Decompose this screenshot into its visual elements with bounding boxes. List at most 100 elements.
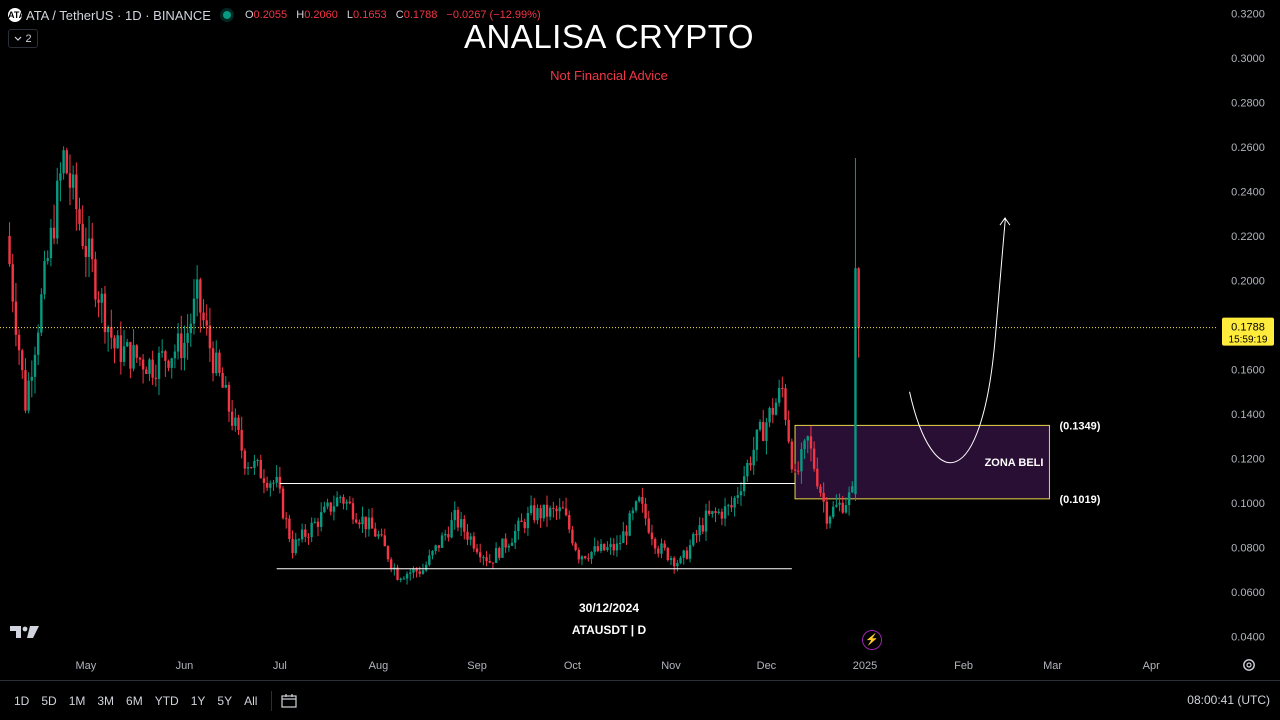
chevron-down-icon [15,36,22,41]
candle-body [110,327,113,338]
candle-body [208,325,212,349]
candle-body [183,342,186,359]
candle-body [781,388,784,390]
candle-body [351,503,355,520]
candle-body [587,558,590,560]
candle-body [765,422,768,441]
candle-body [24,370,27,411]
candle-body [609,544,612,548]
candle-body [494,548,498,563]
candle-body [797,470,800,472]
candle-body [304,529,307,537]
range-3m[interactable]: 3M [97,693,115,708]
candle-body [644,503,647,519]
candle-body [307,536,310,538]
candle-body [234,417,237,426]
candle-body [256,460,259,462]
candle-body [402,578,406,580]
candle-body [278,476,282,489]
candle-body [475,548,479,553]
candle-body [583,556,587,559]
candle-body [49,227,53,259]
range-1d[interactable]: 1D [14,693,30,708]
candle-body [81,223,84,247]
candle-body [593,546,596,552]
candle-body [717,511,720,513]
symbol-logo-icon: ATA [8,8,26,22]
indicators-toggle[interactable]: 2 [8,29,38,48]
candle-body [513,531,517,543]
range-1y[interactable]: 1Y [190,693,206,708]
y-tick-label: 0.3200 [1231,8,1265,20]
candle-body [119,335,123,362]
candle-body [819,486,822,493]
candle-body [561,507,565,509]
gear-icon[interactable] [1242,658,1256,672]
candle-body [501,538,504,558]
candle-body [160,351,164,353]
candle-body [615,543,619,551]
candle-body [59,173,62,181]
candle-body [399,578,402,580]
bar-countdown: 15:59:19 [1229,335,1268,346]
zone-top-label: (0.1349) [1059,420,1100,432]
candle-body [393,567,396,569]
range-5d[interactable]: 5D [41,693,57,708]
candle-body [520,520,523,523]
candle-body [548,507,552,517]
candle-body [21,350,24,371]
range-5y[interactable]: 5Y [217,693,233,708]
tradingview-logo-icon[interactable] [10,624,40,640]
candle-body [688,545,692,559]
candle-body [485,557,488,562]
candle-body [227,384,231,412]
range-1m[interactable]: 1M [68,693,86,708]
candle-body [695,533,698,536]
candle-body [571,529,574,544]
candle-body [618,542,622,544]
candle-body [62,150,65,174]
candle-body [46,258,49,262]
range-6m[interactable]: 6M [126,693,143,708]
candle-body [663,543,666,548]
candle-body [8,235,11,265]
candle-body [723,506,727,519]
lightning-icon[interactable]: ⚡ [862,630,882,650]
candle-body [847,492,851,506]
candle-body [148,359,151,374]
candle-body [428,555,431,565]
candle-body [199,279,202,313]
symbol-title[interactable]: ATA / TetherUS · 1D · BINANCE [26,7,211,23]
ohlc-high-value: 0.2060 [304,9,338,21]
buy-zone-label: ZONA BELI [985,457,1044,469]
calendar-goto-date-icon[interactable] [280,693,298,709]
candle-body [215,352,218,374]
candle-body [590,551,593,559]
candle-body [599,543,603,551]
candle-body [36,332,40,355]
candle-body [739,491,743,496]
toolbar-divider [271,690,273,711]
candle-body [507,545,511,548]
candle-body [374,528,377,537]
y-tick-label: 0.1600 [1231,365,1265,377]
candle-body [100,293,103,303]
candle-body [806,436,809,441]
range-all[interactable]: All [244,693,258,708]
range-ytd[interactable]: YTD [154,693,179,708]
candle-body [192,298,196,324]
candle-body [106,327,110,333]
candle-body [246,467,250,469]
candle-body [40,294,43,333]
candle-body [421,570,425,574]
candle-body [202,312,205,321]
candle-body [638,497,641,502]
candle-body [666,547,670,561]
utc-clock[interactable]: 08:00:41 (UTC) [1187,693,1270,707]
candle-body [11,264,14,302]
symbol-header[interactable]: ATA ATA / TetherUS · 1D · BINANCE O0.205… [8,6,547,24]
candle-body [542,504,546,519]
price-chart[interactable]: 0.3200 0.3000 0.2800 0.2600 0.2400 0.2200 0.20… [0,0,1280,680]
candle-body [418,571,421,574]
candle-body [469,536,472,540]
